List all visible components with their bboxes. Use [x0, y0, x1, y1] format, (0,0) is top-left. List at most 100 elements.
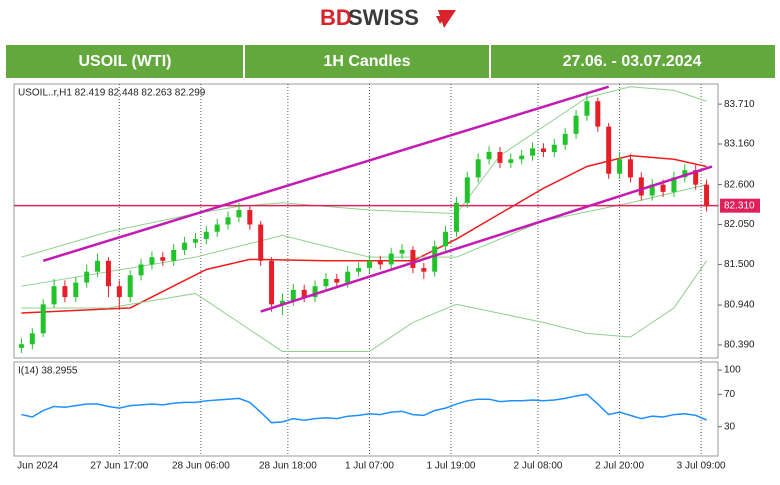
y-tick-label: 82.050 — [724, 219, 755, 230]
x-tick-label: 28 Jun 18:00 — [259, 461, 317, 472]
candle-body — [290, 289, 296, 301]
candle-body — [519, 155, 525, 160]
candle-body — [627, 159, 633, 178]
rsi-panel — [13, 361, 719, 457]
logo-icon — [436, 10, 456, 28]
rsi-tick-label: 70 — [724, 389, 736, 400]
level-label-box — [720, 198, 760, 213]
band-line — [21, 86, 707, 258]
y-tick-label: 80.940 — [724, 300, 755, 311]
candle-body — [73, 282, 79, 298]
candle-body — [171, 249, 177, 261]
x-tick-label: 2 Jul 08:00 — [514, 461, 563, 472]
y-tick-label: 83.710 — [724, 99, 755, 110]
candle-body — [334, 278, 340, 283]
candle-body — [660, 184, 666, 192]
x-tick-label: 2 Jul 20:00 — [595, 461, 644, 472]
candle-body — [693, 170, 699, 185]
x-tick-label: 27 Jun 17:00 — [90, 461, 148, 472]
candle-body — [192, 239, 198, 243]
candle-body — [312, 286, 318, 298]
candle-body — [203, 231, 209, 240]
candle-body — [497, 152, 503, 163]
candle-body — [29, 333, 35, 345]
candle-body — [149, 257, 155, 265]
candle-body — [421, 268, 427, 272]
rsi-label: I(14) 38.2955 — [18, 366, 78, 377]
candle-body — [214, 224, 220, 232]
candle-body — [453, 202, 459, 232]
candle-body — [649, 184, 655, 196]
candle-body — [258, 224, 264, 261]
header-cell: USOIL (WTI) — [78, 53, 171, 70]
candle-body — [323, 278, 329, 287]
candle-body — [540, 148, 546, 153]
candle-body — [443, 231, 449, 247]
candle-body — [225, 217, 231, 225]
candle-body — [40, 304, 46, 334]
y-tick-label: 80.390 — [724, 340, 755, 351]
candle-body — [301, 289, 307, 298]
y-tick-label: 82.600 — [724, 179, 755, 190]
candle-body — [562, 133, 568, 145]
candle-body — [530, 148, 536, 156]
candle-body — [388, 253, 394, 265]
candle-body — [595, 101, 601, 127]
candle-body — [377, 260, 383, 265]
candle-body — [508, 159, 514, 163]
candle-body — [486, 152, 492, 160]
channel-line — [260, 165, 713, 313]
rsi-tick-label: 30 — [724, 421, 736, 432]
candle-body — [432, 246, 438, 272]
candle-body — [617, 159, 623, 174]
candle-body — [62, 286, 68, 298]
logo-swiss: SWISS — [348, 5, 419, 30]
candle-body — [247, 210, 253, 225]
x-tick-label: 3 Jul 09:00 — [677, 461, 726, 472]
y-tick-label: 83.160 — [724, 139, 755, 150]
candle-body — [410, 249, 416, 269]
candle-body — [269, 260, 275, 305]
rsi-tick-label: 100 — [724, 365, 741, 376]
candle-body — [671, 177, 677, 192]
candle-body — [584, 101, 590, 116]
header-bar — [6, 45, 775, 78]
candle-body — [127, 275, 133, 298]
candle-body — [105, 260, 111, 287]
candle-body — [464, 177, 470, 203]
candle-body — [84, 271, 90, 283]
candle-body — [116, 286, 122, 298]
candle-body — [704, 184, 710, 207]
x-tick-label: 1 Jul 19:00 — [427, 461, 476, 472]
candle-body — [51, 286, 57, 305]
candle-body — [399, 249, 405, 254]
candle-body — [160, 257, 166, 261]
channel-line — [42, 85, 610, 263]
candle-body — [366, 260, 372, 269]
candle-body — [182, 242, 188, 250]
candle-body — [475, 159, 481, 178]
candle-body — [606, 126, 612, 174]
x-tick-label: 1 Jul 07:00 — [345, 461, 394, 472]
candle-body — [345, 271, 351, 283]
logo-bd: BD — [320, 5, 352, 30]
candle-body — [95, 260, 101, 272]
candle-body — [18, 344, 24, 348]
candle-body — [682, 170, 688, 178]
candle-body — [573, 115, 579, 134]
candle-body — [551, 144, 557, 153]
moving-average — [21, 154, 707, 314]
x-tick-label: Jun 2024 — [17, 461, 59, 472]
candle-body — [279, 300, 285, 305]
symbol-info: USOIL..r,H1 82.419 82.448 82.263 82.299 — [18, 88, 206, 99]
price-panel — [13, 83, 719, 359]
header-cell: 27.06. - 03.07.2024 — [563, 53, 702, 70]
x-tick-label: 28 Jun 06:00 — [172, 461, 230, 472]
candle-body — [236, 210, 242, 218]
y-tick-label: 81.500 — [724, 259, 755, 270]
header-cell: 1H Candles — [323, 53, 410, 70]
rsi-line — [21, 393, 707, 424]
level-label: 82.310 — [724, 200, 755, 211]
candle-body — [138, 264, 144, 276]
